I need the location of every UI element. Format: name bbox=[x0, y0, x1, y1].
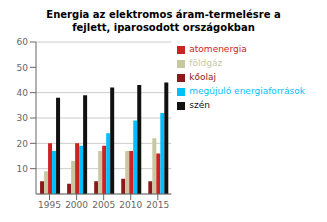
html-text:atomenergia: atomenergia bbox=[189, 44, 247, 54]
svg-text:1995: 1995 bbox=[38, 200, 61, 210]
html-text:kőolaj: kőolaj bbox=[189, 72, 217, 82]
html-text:földgáz: földgáz bbox=[189, 58, 223, 68]
svg-text:2015: 2015 bbox=[146, 200, 169, 210]
svg-text:30: 30 bbox=[17, 113, 29, 123]
svg-text:10: 10 bbox=[17, 164, 29, 174]
html-text:megújuló energiaforrások: megújuló energiaforrások bbox=[189, 86, 305, 96]
svg-text:40: 40 bbox=[17, 88, 29, 98]
svg-text:20: 20 bbox=[17, 139, 29, 149]
svg-text:2005: 2005 bbox=[92, 200, 115, 210]
svg-text:2000: 2000 bbox=[65, 200, 88, 210]
html-text:szén: szén bbox=[189, 100, 210, 110]
svg-text:50: 50 bbox=[17, 63, 29, 73]
svg-text:60: 60 bbox=[17, 37, 29, 47]
html-text:Energia az elektromos áram-ter: Energia az elektromos áram-termelésre a bbox=[46, 9, 281, 20]
html-text:fejlett, iparosodott országokb: fejlett, iparosodott országokban bbox=[72, 22, 255, 33]
svg-text:2010: 2010 bbox=[119, 200, 142, 210]
